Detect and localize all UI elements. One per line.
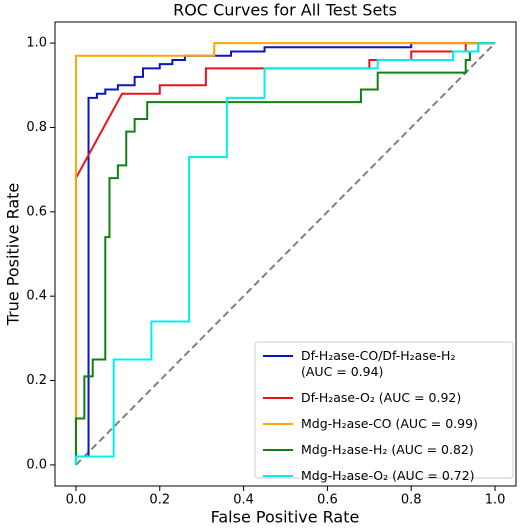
reference-line — [75, 42, 496, 466]
x-axis-label: False Positive Rate — [211, 508, 360, 527]
roc-line — [74, 42, 496, 465]
x-tick-label: 0.8 — [401, 493, 422, 508]
x-tick-label: 0.2 — [149, 493, 170, 508]
roc-line — [74, 42, 496, 465]
legend-label: Mdg-H₂ase-H₂ (AUC = 0.82) — [301, 442, 474, 457]
y-tick-label: 0.6 — [26, 204, 47, 219]
legend-label: Df-H₂ase-CO/Df-H₂ase-H₂ (AUC = 0.94) — [301, 348, 456, 379]
legend-label: Mdg-H₂ase-CO (AUC = 0.99) — [301, 416, 478, 431]
plot-frame — [54, 21, 517, 487]
y-tick-label: 1.0 — [26, 36, 47, 51]
y-tick-label: 0.4 — [26, 289, 47, 304]
y-tick-label: 0.0 — [26, 457, 47, 472]
legend-entry: Df-H₂ase-CO/Df-H₂ase-H₂ (AUC = 0.94) — [301, 348, 456, 379]
y-tick-label: 0.8 — [26, 120, 47, 135]
legend-entry: Mdg-H₂ase-O₂ (AUC = 0.72) — [301, 468, 475, 483]
legend-label: Df-H₂ase-O₂ (AUC = 0.92) — [301, 390, 462, 405]
chart-title: ROC Curves for All Test Sets — [173, 1, 397, 20]
roc-line — [74, 42, 496, 465]
legend-entry: Df-H₂ase-O₂ (AUC = 0.92) — [301, 390, 462, 405]
y-axis-label: True Positive Rate — [4, 183, 23, 327]
x-tick-label: 0.4 — [233, 493, 254, 508]
x-tick-label: 1.0 — [485, 493, 506, 508]
legend-box — [254, 341, 514, 479]
legend-label: Mdg-H₂ase-O₂ (AUC = 0.72) — [301, 468, 475, 483]
roc-line — [74, 42, 496, 465]
legend-entry: Mdg-H₂ase-CO (AUC = 0.99) — [301, 416, 478, 431]
x-tick-label: 0.0 — [66, 493, 87, 508]
x-tick-label: 0.6 — [317, 493, 338, 508]
legend-entry: Mdg-H₂ase-H₂ (AUC = 0.82) — [301, 442, 474, 457]
y-tick-label: 0.2 — [26, 373, 47, 388]
